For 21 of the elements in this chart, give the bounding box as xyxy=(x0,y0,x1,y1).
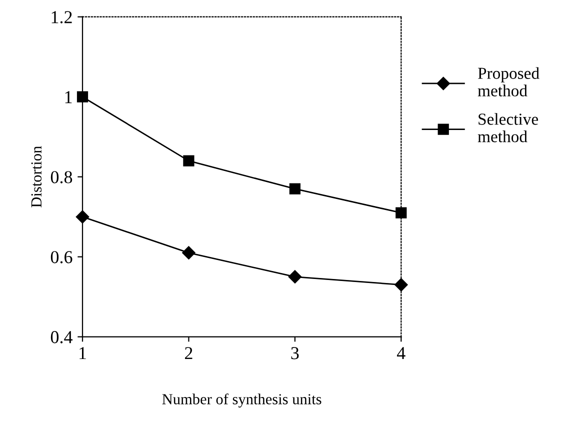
point xyxy=(288,270,302,284)
y-tick-label: 1 xyxy=(65,91,72,104)
point xyxy=(183,155,194,166)
x-axis-title: Number of synthesis units xyxy=(162,393,322,408)
point xyxy=(289,183,300,194)
legend-label: Selective method xyxy=(478,113,538,142)
point xyxy=(396,207,407,218)
legend-label: Proposed method xyxy=(478,67,540,96)
x-tick-label: 1 xyxy=(80,347,86,360)
y-tick-label: 0.6 xyxy=(50,251,72,264)
y-tick-label: 0.4 xyxy=(50,331,72,344)
x-tick-label: 3 xyxy=(291,347,299,360)
point xyxy=(394,278,408,292)
point xyxy=(76,91,88,102)
x-tick-label: 2 xyxy=(184,347,192,360)
point xyxy=(182,246,196,260)
y-axis-title: Distortion xyxy=(31,146,42,208)
y-tick-label: 1.2 xyxy=(52,11,72,24)
x-tick-label: 4 xyxy=(396,347,406,360)
point xyxy=(76,210,90,224)
y-tick-label: 0.8 xyxy=(50,171,72,184)
